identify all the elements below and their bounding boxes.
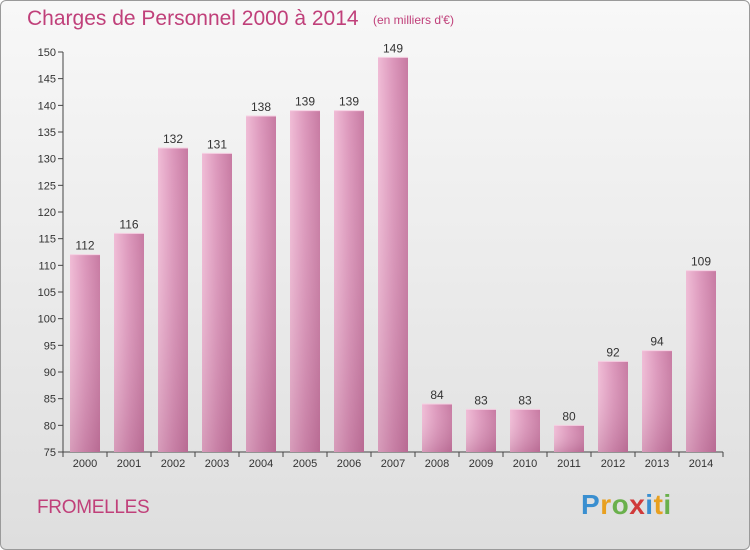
y-tick-label: 80: [44, 420, 56, 432]
x-tick-label: 2012: [601, 458, 625, 470]
x-tick-label: 2014: [689, 458, 713, 470]
data-label: 138: [251, 100, 271, 114]
x-tick-label: 2002: [161, 458, 185, 470]
y-tick-label: 140: [38, 100, 56, 112]
y-tick-label: 110: [38, 260, 56, 272]
data-label: 92: [606, 345, 620, 359]
y-tick-label: 150: [38, 47, 56, 59]
data-label: 116: [119, 217, 138, 231]
chart-unit: (en milliers d'€): [373, 13, 454, 27]
x-tick-label: 2006: [337, 458, 361, 470]
proxiti-logo: Proxiti: [581, 489, 672, 521]
y-tick-label: 90: [44, 367, 56, 379]
bar-shade: [334, 110, 364, 453]
y-tick-label: 105: [38, 287, 56, 299]
x-tick-label: 2000: [73, 458, 97, 470]
x-tick-label: 2013: [645, 458, 669, 470]
y-tick-label: 100: [38, 314, 56, 326]
plot-area: 75 80 85 90 95 100 105 110 115 120 125 130 135 140 145…: [38, 41, 724, 470]
commune-name: FROMELLES: [37, 497, 150, 518]
data-label: 132: [163, 132, 183, 146]
y-tick-label: 125: [38, 180, 56, 192]
y-tick-label: 120: [38, 207, 56, 219]
y-tick-label: 145: [38, 74, 56, 86]
logo-letter: x: [629, 489, 646, 520]
bar-shade: [378, 57, 408, 452]
x-tick-label: 2001: [117, 458, 141, 470]
bar-shade: [114, 233, 144, 452]
data-label: 94: [650, 335, 664, 349]
data-label: 149: [383, 41, 403, 55]
x-tick-label: 2011: [557, 458, 581, 470]
data-label: 131: [207, 137, 227, 151]
data-label: 139: [295, 95, 315, 109]
bar-shade: [70, 254, 100, 452]
chart-title: Charges de Personnel 2000 à 2014: [27, 7, 359, 30]
x-tick-label: 2005: [293, 458, 317, 470]
data-label: 112: [75, 239, 94, 253]
data-label: 109: [691, 255, 711, 269]
y-tick-label: 130: [38, 154, 56, 166]
y-tick-label: 135: [38, 127, 56, 139]
data-label: 139: [339, 95, 359, 109]
x-tick-label: 2010: [513, 458, 537, 470]
bar-shade: [246, 116, 276, 452]
x-tick-label: 2009: [469, 458, 493, 470]
y-tick-label: 95: [44, 340, 56, 352]
logo-letter: i: [645, 489, 654, 520]
logo-letter: t: [653, 489, 664, 520]
bar-shade: [554, 425, 584, 452]
logo-letter: o: [611, 489, 630, 520]
bar-shade: [202, 153, 232, 453]
data-label: 83: [518, 393, 532, 407]
x-tick-label: 2007: [381, 458, 405, 470]
logo-letter: P: [581, 489, 601, 520]
bar-shade: [422, 404, 452, 452]
y-tick-label: 115: [38, 234, 56, 246]
y-tick-label: 85: [44, 394, 56, 406]
bar-shade: [686, 270, 716, 452]
x-tick-label: 2004: [249, 458, 273, 470]
data-label: 83: [474, 393, 488, 407]
bar-shade: [510, 409, 540, 452]
bar-shade: [290, 110, 320, 453]
bar-shade: [158, 148, 188, 452]
logo-letter: i: [663, 489, 672, 520]
data-label: 80: [562, 409, 576, 423]
bar-shade: [642, 350, 672, 452]
y-tick-label: 75: [44, 447, 56, 459]
bar-shade: [466, 409, 496, 452]
data-label: 84: [430, 388, 444, 402]
logo-letter: r: [600, 489, 612, 520]
x-tick-label: 2008: [425, 458, 449, 470]
x-tick-label: 2003: [205, 458, 229, 470]
bar-shade: [598, 361, 628, 452]
